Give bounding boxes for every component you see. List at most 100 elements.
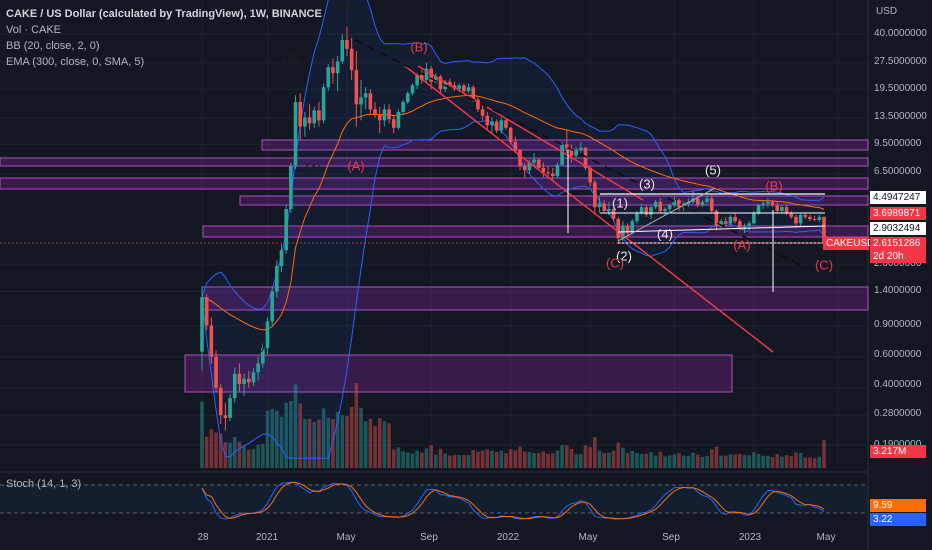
price-tick-label: 27.5000000 [874, 56, 927, 67]
volume-bar [747, 455, 751, 468]
level-tag-upper: 4.4947247 [870, 191, 926, 204]
volume-bar [686, 455, 691, 468]
candle-body [817, 216, 822, 221]
volume-tag: 3.217M [870, 445, 926, 458]
candle-body [434, 76, 438, 82]
time-tick-label: Sep [662, 532, 680, 543]
candle-body [780, 207, 784, 211]
bb-upper [201, 0, 825, 311]
channel-line [617, 225, 826, 233]
volume-bar [354, 383, 359, 468]
candle-body [331, 67, 335, 74]
chart-legend: CAKE / US Dollar (calculated by TradingV… [6, 6, 322, 70]
volume-bar [808, 457, 812, 468]
volume-bar [349, 406, 354, 468]
candle-body [742, 225, 747, 229]
volume-bar [574, 454, 578, 468]
level-tag-mid: 3.6989871 [870, 207, 926, 220]
candle-body [349, 48, 354, 71]
volume-bar [541, 451, 546, 468]
candle-body [639, 207, 644, 213]
candle-body [728, 216, 733, 224]
price-tick-label: 9.5000000 [874, 138, 922, 149]
volume-bar [401, 451, 405, 468]
volume-bar [761, 455, 766, 468]
candle-body [256, 363, 260, 373]
volume-bar [602, 452, 606, 468]
volume-bar [560, 445, 564, 468]
volume-bar [307, 418, 312, 468]
stoch-indicator-label[interactable]: Stoch (14, 1, 3) [6, 478, 82, 490]
wave-label: (2) [263, 395, 279, 411]
volume-bar [709, 449, 714, 468]
wave-label: (5) [705, 162, 721, 178]
volume-bar [504, 453, 508, 468]
candle-body [232, 373, 237, 399]
volume-bar [279, 416, 284, 468]
volume-bar [499, 450, 504, 468]
candle-body [756, 205, 761, 213]
price-tick-label: 0.4000000 [874, 379, 922, 390]
volume-bar [368, 418, 373, 468]
candle-body [808, 216, 812, 219]
volume-bar [681, 455, 686, 468]
volume-bar [429, 445, 433, 468]
candle-body [387, 109, 391, 120]
candle-body [242, 378, 246, 385]
volume-bar [803, 457, 808, 468]
volume-bar [218, 433, 223, 468]
symbol-title[interactable]: CAKE / US Dollar (calculated by TradingV… [6, 8, 322, 20]
volume-bar [822, 440, 826, 468]
volume-bar [321, 408, 326, 468]
candle-body [812, 218, 817, 221]
symbol-tag: CAKEUSD [823, 237, 874, 250]
level-tag-low: 2.9032494 [870, 222, 926, 235]
volume-bar [579, 454, 583, 468]
time-tick-label: May [816, 532, 836, 543]
candle-body [326, 67, 331, 88]
volume-indicator-label[interactable]: Vol · CAKE [6, 24, 62, 36]
volume-bar [817, 456, 822, 468]
trend-line [417, 65, 644, 201]
wave-label: (4) [657, 226, 673, 242]
candle-body [597, 203, 602, 208]
candle-body [209, 325, 214, 357]
grid [0, 0, 869, 550]
volume-bar [209, 429, 214, 468]
candle-body [354, 70, 359, 105]
bb-indicator-label[interactable]: BB (20, close, 2, 0) [6, 40, 100, 52]
ema-indicator-label[interactable]: EMA (300, close, 0, SMA, 5) [6, 56, 145, 68]
candle-body [588, 167, 592, 183]
candle-body [803, 214, 808, 217]
time-tick-label: Sep [420, 532, 438, 543]
candle-body [377, 114, 382, 121]
candle-body [630, 221, 635, 234]
candle-body [522, 165, 527, 171]
candle-body [733, 216, 737, 222]
volume-bar [284, 402, 288, 468]
candle-body [635, 212, 639, 222]
candle-body [672, 200, 677, 206]
candle-body [723, 221, 728, 224]
candle-body [321, 87, 326, 121]
price-tick-label: 13.5000000 [874, 111, 927, 122]
volume-bar [527, 451, 532, 468]
zone-rect [184, 354, 733, 393]
wave-label: (1) [249, 337, 265, 353]
volume-bar [700, 456, 705, 468]
volume-bar [663, 456, 667, 468]
candle-body [237, 373, 242, 385]
candle-body [677, 200, 681, 208]
wave-label: (C) [605, 255, 625, 271]
candle-body [420, 74, 424, 80]
time-tick-label: 2022 [496, 532, 520, 543]
candle-body [424, 68, 429, 80]
volume-bar [228, 442, 232, 468]
candle-body [303, 117, 307, 127]
candle-body [265, 321, 270, 349]
volume-bar [289, 401, 293, 468]
wave-label: (5) [334, 0, 350, 14]
ema-line [201, 94, 825, 331]
volume-bar [494, 451, 499, 468]
